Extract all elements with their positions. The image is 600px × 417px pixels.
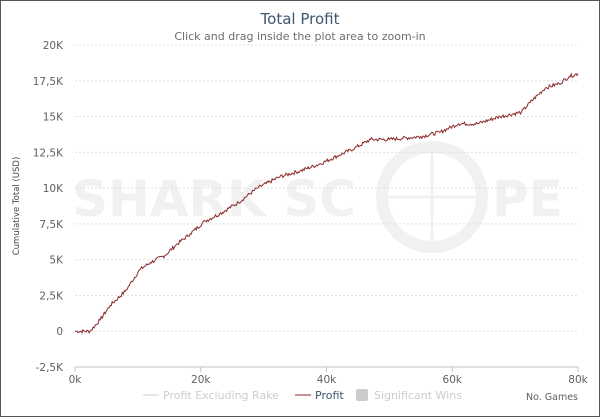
x-tick-label: 0k	[69, 374, 83, 386]
sharkscope-watermark: SHARK SC PE	[72, 141, 563, 253]
chart-title: Total Profit	[260, 10, 340, 28]
svg-text:SHARK SC: SHARK SC	[72, 170, 356, 228]
x-tick-label: 20k	[191, 374, 211, 386]
x-tick-label: 60k	[443, 374, 463, 386]
series-line-profit	[74, 72, 579, 334]
x-axis-label: No. Games	[526, 392, 578, 403]
legend-item-profit[interactable]: Profit	[295, 389, 344, 402]
y-axis-label: Cumulative Total (USD)	[12, 157, 22, 256]
y-tick-label: -2,5K	[36, 362, 64, 374]
x-tick-label: 80k	[568, 374, 588, 386]
svg-text:Profit Excluding Rake: Profit Excluding Rake	[163, 389, 279, 402]
svg-text:PE: PE	[492, 170, 563, 228]
y-tick-label: 2,5K	[39, 290, 64, 302]
y-tick-label: 20K	[43, 40, 64, 52]
x-tick-label: 40k	[317, 374, 337, 386]
y-tick-label: 17,5K	[33, 76, 64, 88]
y-tick-label: 5K	[49, 255, 64, 267]
y-tick-label: 12,5K	[33, 147, 64, 159]
svg-text:Significant Wins: Significant Wins	[374, 389, 462, 402]
chart-subtitle: Click and drag inside the plot area to z…	[174, 30, 425, 43]
legend-item-profit-excluding-rake[interactable]: Profit Excluding Rake	[143, 389, 279, 402]
svg-text:Profit: Profit	[315, 389, 344, 402]
y-tick-label: 10K	[43, 183, 64, 195]
legend: Profit Excluding Rake Profit Significant…	[143, 389, 462, 402]
legend-item-significant-wins[interactable]: Significant Wins	[356, 389, 462, 402]
y-tick-label: 15K	[43, 112, 64, 124]
y-tick-label: 0	[56, 326, 63, 338]
y-tick-label: 7,5K	[39, 219, 64, 231]
